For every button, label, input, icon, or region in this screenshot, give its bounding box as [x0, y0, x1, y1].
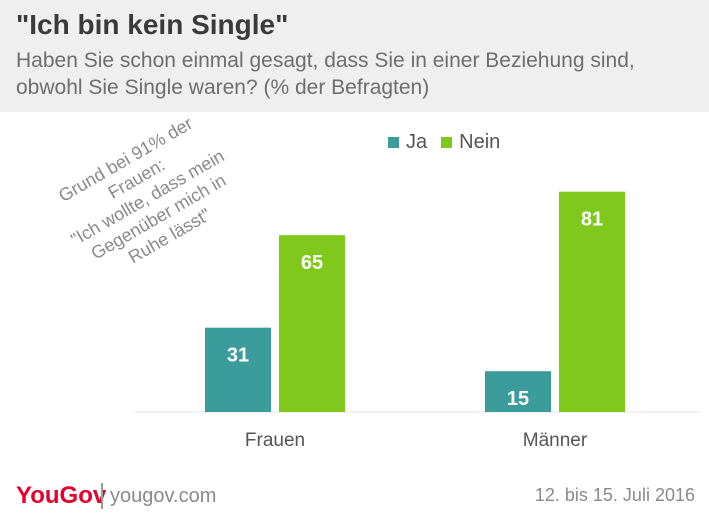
category-label: Männer	[523, 430, 588, 451]
legend-swatch-ja	[388, 136, 399, 148]
chart-subtitle: Haben Sie schon einmal gesagt, dass Sie …	[16, 49, 635, 99]
footer-url: yougov.com	[110, 485, 217, 507]
bar-ja-0	[205, 327, 271, 412]
legend-swatch-nein	[441, 136, 453, 148]
category-label: Frauen	[245, 430, 305, 451]
yougov-logo: YouGov	[16, 482, 107, 509]
data-label: 31	[227, 345, 249, 367]
data-label: 81	[581, 209, 603, 231]
footer-divider	[101, 483, 103, 509]
legend-label-ja: Ja	[406, 130, 428, 153]
bar-nein-0	[279, 235, 345, 412]
bar-ja-1	[485, 371, 551, 412]
legend-item-ja: Ja	[388, 131, 427, 154]
legend-label-nein: Nein	[459, 130, 501, 153]
data-label: 65	[301, 252, 323, 274]
legend-item-nein: Nein	[441, 131, 500, 154]
data-label: 15	[507, 388, 529, 410]
header-band: "Ich bin kein Single" Haben Sie schon ei…	[0, 0, 709, 112]
bar-nein-1	[559, 191, 625, 412]
chart-title: "Ich bin kein Single"	[16, 9, 289, 40]
legend: Ja Nein	[388, 131, 500, 153]
survey-date: 12. bis 15. Juli 2016	[534, 485, 695, 505]
